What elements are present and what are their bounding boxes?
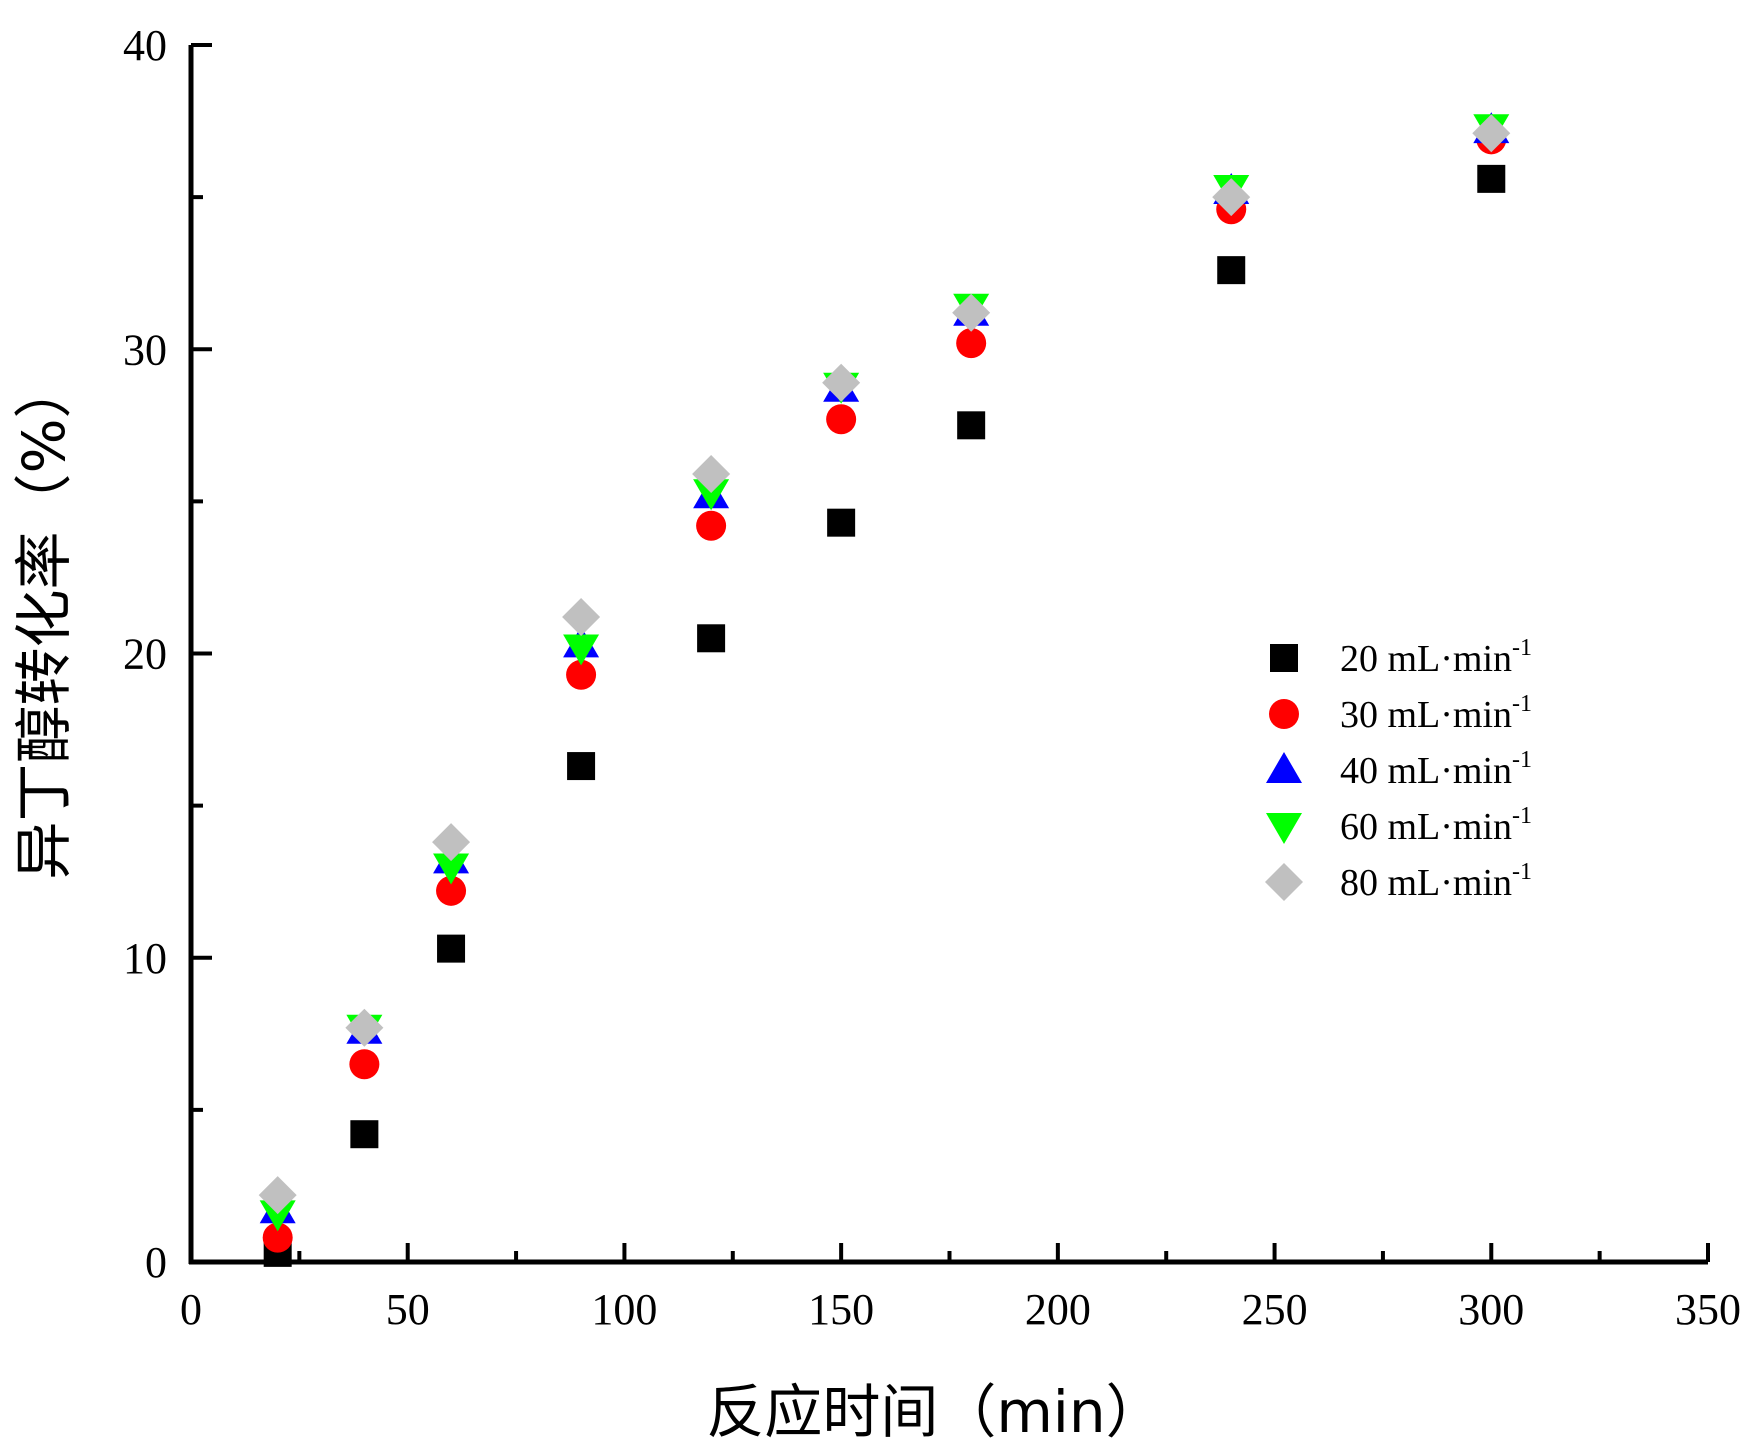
data-point bbox=[432, 823, 471, 862]
data-point bbox=[349, 1049, 380, 1080]
legend-label: 40 mL·min-1 bbox=[1340, 747, 1532, 792]
legend-item: 40 mL·min-1 bbox=[1266, 747, 1532, 792]
y-tick-label: 20 bbox=[123, 630, 167, 679]
series-2 bbox=[262, 124, 1507, 1253]
ticks bbox=[191, 43, 1710, 1262]
legend-item: 80 mL·min-1 bbox=[1265, 859, 1532, 904]
legend-marker bbox=[1270, 644, 1298, 672]
data-point bbox=[259, 1200, 296, 1232]
data-point bbox=[952, 293, 991, 332]
data-point bbox=[822, 363, 861, 402]
data-point bbox=[433, 853, 470, 885]
legend: 20 mL·min-1 30 mL·min-1 40 mL·min-1 60 mL·m… bbox=[1265, 635, 1532, 904]
legend-label-superscript: -1 bbox=[1512, 691, 1532, 717]
data-point bbox=[345, 1008, 384, 1047]
data-point bbox=[437, 934, 466, 963]
legend-item: 60 mL·min-1 bbox=[1266, 803, 1532, 848]
data-point bbox=[567, 752, 596, 781]
x-axis-title: 反应时间（min） bbox=[706, 1378, 1163, 1446]
data-point bbox=[1477, 164, 1506, 193]
legend-marker bbox=[1265, 863, 1303, 901]
legend-item: 20 mL·min-1 bbox=[1270, 635, 1532, 680]
x-tick-label: 50 bbox=[386, 1285, 430, 1334]
legend-label-superscript: -1 bbox=[1512, 859, 1532, 885]
data-point bbox=[566, 659, 597, 690]
data-point bbox=[1472, 114, 1511, 153]
x-tick-label: 150 bbox=[808, 1285, 874, 1334]
legend-label-superscript: -1 bbox=[1512, 803, 1532, 829]
series-1 bbox=[263, 164, 1506, 1267]
data-point bbox=[350, 1120, 379, 1149]
legend-label-superscript: -1 bbox=[1512, 635, 1532, 661]
data-point bbox=[697, 624, 726, 653]
data-point bbox=[693, 479, 730, 511]
series-3 bbox=[259, 112, 1510, 1224]
data-point bbox=[957, 411, 986, 440]
data-point bbox=[258, 1176, 297, 1215]
series-5 bbox=[258, 114, 1511, 1215]
data-point bbox=[563, 634, 600, 666]
legend-marker bbox=[1266, 752, 1302, 783]
data-point bbox=[956, 328, 987, 359]
x-tick-label: 300 bbox=[1458, 1285, 1524, 1334]
legend-marker bbox=[1269, 699, 1299, 729]
legend-label: 80 mL·min-1 bbox=[1340, 859, 1532, 904]
data-points bbox=[258, 112, 1511, 1267]
data-point bbox=[562, 597, 601, 636]
legend-item: 30 mL·min-1 bbox=[1269, 691, 1532, 736]
series-4 bbox=[259, 114, 1510, 1232]
y-axis-title: 异丁醇转化率（%） bbox=[10, 360, 78, 879]
legend-label: 20 mL·min-1 bbox=[1340, 635, 1532, 680]
y-tick-label: 0 bbox=[145, 1238, 167, 1287]
legend-label: 60 mL·min-1 bbox=[1340, 803, 1532, 848]
data-point bbox=[827, 508, 856, 537]
tick-labels: 0 50 100 150 200 250 300 350 0 10 20 30 40 bbox=[123, 21, 1741, 1334]
x-tick-label: 100 bbox=[591, 1285, 657, 1334]
legend-label: 30 mL·min-1 bbox=[1340, 691, 1532, 736]
data-point bbox=[1212, 178, 1251, 217]
y-tick-label: 40 bbox=[123, 21, 167, 70]
x-tick-label: 200 bbox=[1025, 1285, 1091, 1334]
legend-marker bbox=[1266, 813, 1302, 844]
legend-label-superscript: -1 bbox=[1512, 747, 1532, 773]
y-tick-label: 10 bbox=[123, 934, 167, 983]
x-tick-label: 250 bbox=[1242, 1285, 1308, 1334]
data-point bbox=[1217, 256, 1246, 285]
x-tick-label: 0 bbox=[180, 1285, 202, 1334]
x-tick-label: 350 bbox=[1675, 1285, 1741, 1334]
data-point bbox=[696, 510, 727, 541]
y-tick-label: 30 bbox=[123, 325, 167, 374]
data-point bbox=[826, 404, 857, 435]
data-point bbox=[262, 1222, 293, 1253]
data-point bbox=[692, 454, 731, 493]
data-point bbox=[436, 875, 467, 906]
